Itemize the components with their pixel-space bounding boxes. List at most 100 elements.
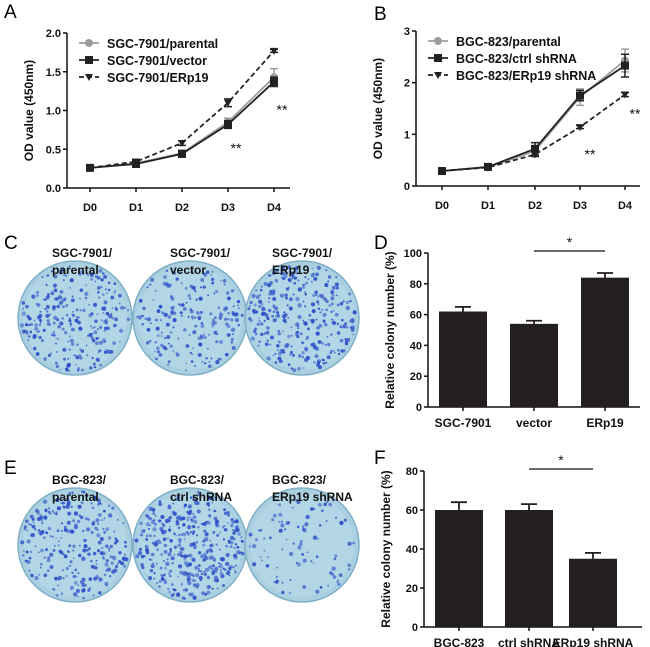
colony-dot: [306, 327, 310, 331]
colony-dot: [183, 554, 188, 559]
colony-dot: [70, 342, 75, 347]
colony-dot: [237, 323, 240, 327]
colony-dot: [85, 344, 88, 347]
colony-dot: [86, 273, 89, 276]
colony-dot: [78, 272, 82, 276]
colony-dot: [297, 314, 302, 320]
colony-dot: [105, 559, 109, 563]
colony-dot: [232, 566, 235, 569]
colony-dot: [275, 268, 279, 272]
colony-dot: [152, 519, 156, 522]
colony-dot: [326, 355, 331, 360]
colony-dot: [52, 331, 56, 334]
colony-dot: [39, 321, 42, 324]
colony-dot: [204, 567, 209, 573]
colony-dot: [89, 325, 92, 328]
colony-dot: [197, 526, 200, 529]
colony-dot: [231, 517, 234, 520]
colony-dot: [265, 326, 270, 330]
colony-dot: [176, 495, 181, 500]
plate-label: BGC-823/ctrl shRNA: [170, 473, 233, 504]
colony-dot: [272, 297, 275, 300]
colony-dot: [256, 322, 260, 326]
colony-dot: [84, 517, 88, 521]
colony-dot: [197, 315, 202, 320]
colony-dot: [259, 556, 262, 558]
colony-dot: [312, 535, 318, 540]
colony-dot: [97, 549, 101, 553]
colony-dot: [45, 531, 49, 535]
colony-dot: [83, 538, 87, 543]
colony-dot: [180, 282, 183, 285]
marker-triangle: [270, 47, 278, 55]
colony-dot: [236, 525, 239, 528]
colony-dot: [22, 307, 25, 310]
colony-dot: [101, 546, 104, 550]
colony-dot: [112, 555, 116, 558]
colony-dot: [109, 544, 114, 549]
colony-dot: [53, 274, 58, 279]
colony-dot: [297, 327, 300, 330]
colony-dot: [250, 336, 255, 341]
colony-dot: [161, 575, 164, 578]
colony-dot: [318, 323, 323, 328]
plate-label: SGC-7901/ERp19: [272, 246, 333, 277]
colony-dot: [91, 327, 94, 330]
colony-dot: [171, 307, 175, 310]
colony-dot: [203, 556, 208, 561]
colony-dot: [345, 300, 350, 305]
colony-dot: [141, 314, 145, 318]
colony-dot: [203, 572, 207, 576]
colony-dot: [120, 561, 124, 566]
colony-dot: [75, 575, 78, 578]
colony-dot: [98, 296, 101, 299]
colony-dot: [65, 304, 69, 308]
colony-dot: [148, 576, 153, 581]
colony-dot: [61, 530, 63, 532]
colony-dot: [221, 557, 226, 562]
colony-dot: [90, 277, 94, 281]
x-tick-label: ERp19 shRNA: [553, 636, 634, 647]
colony-dot: [202, 539, 206, 543]
colony-dot: [186, 516, 189, 519]
colony-dot: [110, 561, 114, 565]
colony-dot: [61, 317, 64, 320]
colony-dot: [274, 278, 279, 283]
colony-dot: [162, 573, 166, 577]
colony-dot: [268, 536, 272, 540]
colony-dot: [148, 534, 152, 538]
colony-dot: [325, 308, 328, 312]
colony-dot: [35, 293, 39, 297]
colony-dot: [32, 521, 35, 524]
colony-dot: [20, 540, 25, 545]
colony-dot: [236, 545, 240, 549]
colony-dot: [315, 555, 319, 559]
colony-dot: [149, 568, 154, 573]
colony-dot: [37, 573, 40, 576]
colony-dot: [192, 512, 195, 515]
colony-dot: [187, 533, 190, 536]
colony-dot: [105, 544, 109, 548]
colony-dot: [287, 316, 290, 319]
plate-label: SGC-7901/vector: [170, 246, 231, 277]
colony-dot: [292, 293, 295, 296]
colony-dot: [195, 583, 200, 588]
colony-dot: [337, 352, 341, 356]
colony-dot: [31, 517, 35, 521]
colony-dot: [296, 525, 300, 529]
colony-dot: [292, 506, 294, 509]
colony-dot: [61, 569, 64, 572]
colony-dot: [88, 303, 91, 306]
colony-dot: [206, 584, 212, 590]
colony-dot: [26, 539, 31, 544]
colony-dot: [289, 280, 292, 283]
colony-dot: [104, 326, 107, 330]
colony-dot: [118, 328, 124, 334]
colony-dot: [42, 328, 46, 332]
colony-dot: [81, 368, 84, 372]
colony-dot: [318, 293, 321, 296]
colony-dot: [82, 529, 85, 532]
colony-dot: [153, 577, 156, 580]
panel-label-d: D: [374, 233, 388, 254]
